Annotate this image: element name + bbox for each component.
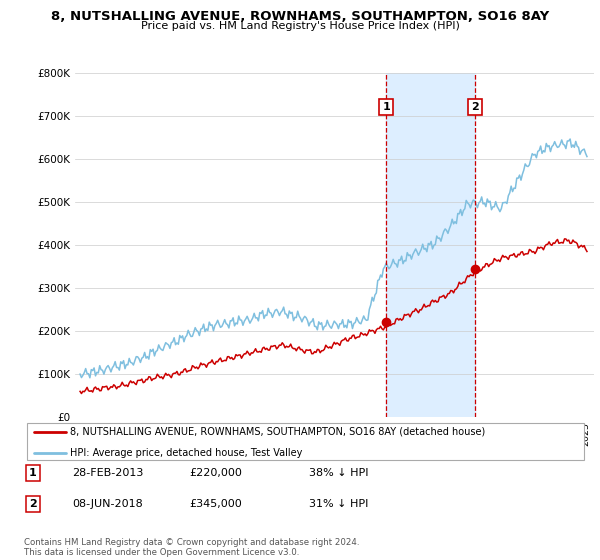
FancyBboxPatch shape [27, 423, 584, 460]
Text: 38% ↓ HPI: 38% ↓ HPI [309, 468, 368, 478]
Text: 28-FEB-2013: 28-FEB-2013 [72, 468, 143, 478]
Text: 8, NUTSHALLING AVENUE, ROWNHAMS, SOUTHAMPTON, SO16 8AY: 8, NUTSHALLING AVENUE, ROWNHAMS, SOUTHAM… [51, 10, 549, 23]
Bar [386, 73, 475, 417]
Text: 1: 1 [382, 102, 390, 112]
Text: 2: 2 [29, 499, 37, 509]
Text: £345,000: £345,000 [189, 499, 242, 509]
Text: 1: 1 [29, 468, 37, 478]
Text: Contains HM Land Registry data © Crown copyright and database right 2024.
This d: Contains HM Land Registry data © Crown c… [24, 538, 359, 557]
Text: Price paid vs. HM Land Registry's House Price Index (HPI): Price paid vs. HM Land Registry's House … [140, 21, 460, 31]
Text: HPI: Average price, detached house, Test Valley: HPI: Average price, detached house, Test… [70, 448, 302, 458]
Text: £220,000: £220,000 [189, 468, 242, 478]
Text: 08-JUN-2018: 08-JUN-2018 [72, 499, 143, 509]
Text: 8, NUTSHALLING AVENUE, ROWNHAMS, SOUTHAMPTON, SO16 8AY (detached house): 8, NUTSHALLING AVENUE, ROWNHAMS, SOUTHAM… [70, 427, 485, 437]
Text: 2: 2 [471, 102, 479, 112]
Text: 31% ↓ HPI: 31% ↓ HPI [309, 499, 368, 509]
